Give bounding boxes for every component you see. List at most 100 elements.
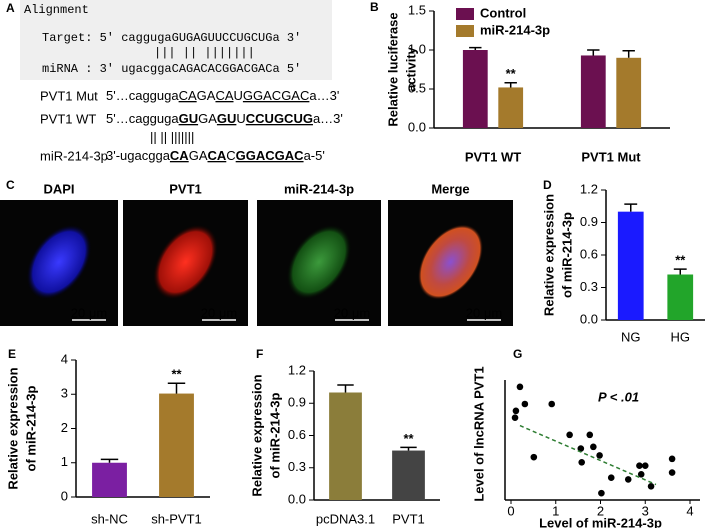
scale-bar-label: 20 μm [201,305,237,320]
point [596,452,603,459]
bar [667,274,694,320]
row-name: miR-214-3p [40,148,108,163]
cell [26,224,92,300]
point [668,455,676,463]
bar [392,450,425,500]
bar [92,462,127,497]
seq-segment: a…3' [309,88,339,103]
image-label: Merge [431,181,469,196]
seq-segment: GGACGAC [236,148,305,163]
mirna-seq: miRNA : 3' ugacggaCAGACACGGACGACa 5' [42,62,301,76]
panel-label: F [256,347,263,361]
x-tick-label: PVT1 [392,511,425,526]
seq-segment: CA [208,148,227,163]
y-axis-label: Relative expression [249,374,264,496]
significance: ** [403,431,414,446]
seq-segment: GA [197,88,216,103]
seq-segment: 5'…cagguga [106,88,179,103]
seq-segment: GA [189,148,208,163]
y-axis-label: of miR-214-3p [559,212,574,298]
legend-swatch [456,8,474,20]
point [578,458,586,466]
y-tick-label: 4 [61,351,68,366]
error-bar [400,446,417,451]
point [521,400,529,408]
bar [616,57,642,128]
y-axis-label: of miR-214-3p [267,392,282,478]
y-tick-label: 0.0 [580,311,598,326]
point [530,453,538,461]
x-tick-label: 1 [552,503,559,518]
error-bar [622,50,635,58]
y-axis-label: Relative expression [5,367,20,489]
seq-segment: U [236,111,245,126]
y-tick-label: 1.0 [408,41,426,56]
seq-segment: 5'…cagguga [106,111,179,126]
trend-line [519,424,657,486]
legend-label: miR-214-3p [480,22,550,37]
x-tick-label: 3 [642,503,649,518]
y-tick-label: 0.3 [580,279,598,294]
x-tick-label: sh-NC [91,511,128,526]
y-tick-label: 0.5 [408,80,426,95]
seq-segment: GA [198,111,217,126]
seq-segment: a-5' [304,148,325,163]
scale-bar-label: 20 μm [71,305,107,320]
y-tick-label: 0.0 [288,491,306,506]
x-axis-label: Level of miR-214-3p [539,515,662,528]
x-tick-label: PVT1 WT [465,149,521,164]
point [577,445,585,452]
point [624,476,632,483]
x-tick-label: 2 [597,503,604,518]
error-bar [337,384,354,393]
seq-segment: CA [215,88,233,103]
scale-bar-label: 20 μm [466,305,502,320]
bar [498,87,524,128]
x-tick-label: 4 [686,503,693,518]
significance: ** [506,66,517,81]
x-tick-label: NG [621,329,641,344]
alignment-box [20,0,332,80]
cell [286,224,352,300]
y-tick-label: 0.9 [580,214,598,229]
point [548,400,556,408]
y-axis-label: Level of lncRNA PVT1 [471,366,486,501]
x-tick-label: 0 [507,503,514,518]
x-tick-label: pcDNA3.1 [316,511,375,526]
point [598,489,605,497]
error-bar [673,268,687,275]
error-bar [624,203,638,212]
significance: ** [171,367,182,382]
alignment-header: Alignment [24,3,89,17]
point [566,431,573,439]
y-tick-label: 3 [61,386,68,401]
point [511,414,519,422]
seq-segment: U [234,88,243,103]
bar [329,392,362,500]
y-tick-label: 1 [61,454,68,469]
bar [462,50,488,128]
error-bar [469,46,482,50]
point [668,469,676,476]
seq-segment: CA [170,148,189,163]
y-axis-label: Relative expression [541,194,556,316]
point [637,470,645,478]
bar [159,393,194,497]
image-label: miR-214-3p [284,181,354,196]
row-seq: 3'-ugacggaCAGACACGGACGACa-5' [106,148,325,163]
significance: ** [675,253,686,268]
panel-label: G [513,347,522,361]
error-bar [167,382,186,394]
point [516,383,524,391]
seq-segment: GU [217,111,237,126]
image-label: DAPI [43,181,74,196]
row-seq: 5'…caggugaGUGAGUUCCUGCUGa…3' [106,111,343,126]
panel-label: E [8,347,16,361]
y-tick-label: 1.2 [288,362,306,377]
error-bar [100,458,119,463]
row-name: PVT1 WT [40,111,96,126]
row-name: PVT1 Mut [40,88,98,103]
y-tick-label: 0.0 [408,119,426,134]
y-tick-label: 1.5 [408,2,426,17]
